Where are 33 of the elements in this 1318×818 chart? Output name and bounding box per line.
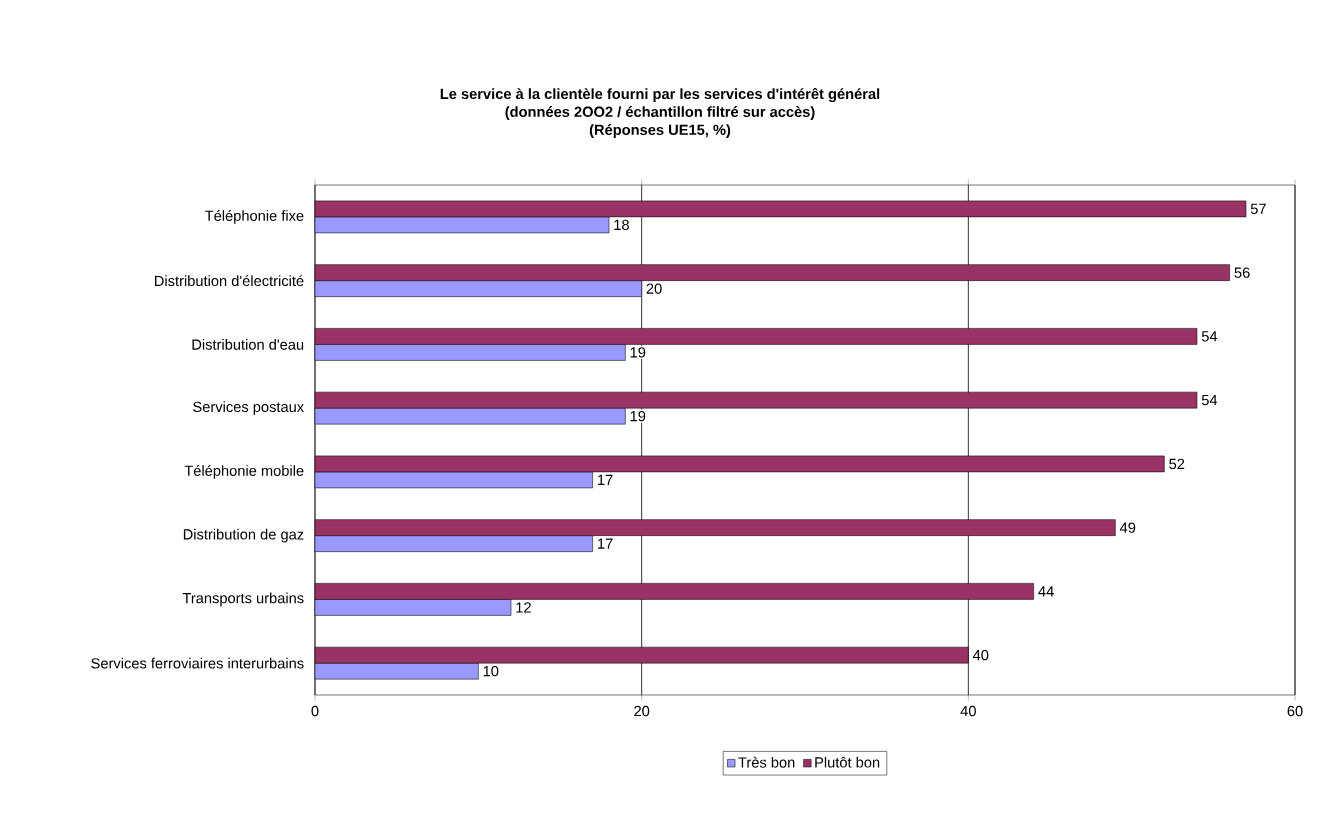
data-label: 19 [630,410,646,422]
x-tick-label: 40 [960,705,976,717]
x-tick-label: 20 [634,705,650,717]
text: (Réponses UE15, %) [589,124,731,138]
data-label: 18 [614,219,629,231]
data-label: 19 [630,347,646,358]
y-tick-label: Transports urbains [182,592,304,607]
chart-subtitle: (données 2OO2 / échantillon filtré sur accès) [505,106,815,120]
data-label: 44 [1038,586,1054,597]
data-label: 10 [483,665,499,677]
data-label: 57 [1250,203,1266,214]
data-label: 17 [598,538,613,549]
y-tick-label: Services ferroviaires interurbains [91,657,304,669]
x-tick-label: 60 [1287,705,1303,717]
data-label: 54 [1201,331,1218,342]
data-label: 12 [516,602,531,613]
y-tick-label: Distribution de gaz [183,528,304,543]
data-label: 54 [1201,395,1218,406]
data-label: 49 [1119,522,1136,533]
data-label: 17 [598,474,613,485]
x-tick-label: 0 [311,705,319,717]
y-tick-label: Distribution d'eau [192,339,304,350]
chart-title: Le service à la clientèle fourni par les services d'intérêt général [440,87,880,103]
data-label: 40 [972,649,989,661]
data-label: 20 [646,283,662,294]
data-label: 52 [1169,458,1185,470]
data-label: 56 [1234,267,1250,278]
y-tick-label: Distribution d'électricité [155,275,304,287]
legend-label: Plutôt bon [815,756,880,768]
y-tick-label: Téléphonie fixe [205,209,304,224]
y-tick-label: Services postaux [193,401,304,415]
y-tick-label: Téléphonie mobile [184,464,304,479]
legend-label: Très bon [738,756,795,768]
